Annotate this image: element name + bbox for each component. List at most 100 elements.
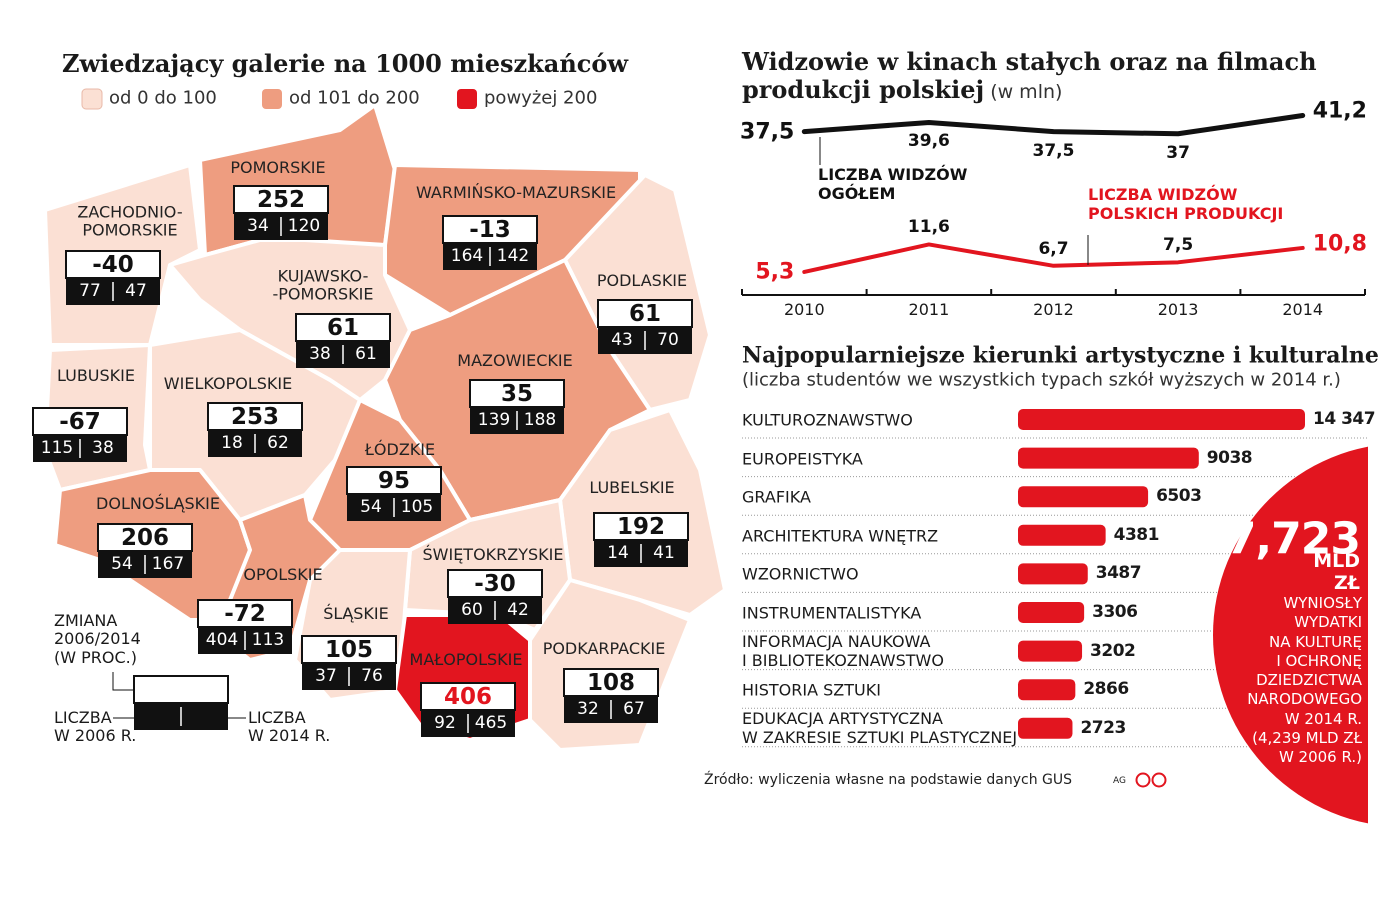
value-label: 10,8	[1312, 231, 1367, 257]
value-label: 9038	[1206, 447, 1253, 468]
box-top	[295, 313, 391, 342]
region-name: LUBUSKIE	[57, 365, 135, 385]
series-name: LICZBA WIDZÓW OGÓŁEM	[818, 165, 968, 203]
bar-chart-title: Najpopularniejsze kierunki artystyczne i…	[742, 342, 1379, 369]
region-count-2014: 41	[653, 543, 675, 564]
region-name: MAZOWIECKIE	[457, 350, 573, 370]
bar	[1018, 563, 1088, 585]
bar	[1018, 679, 1076, 701]
region-count-2014: 465	[474, 713, 508, 734]
category-label: GRAFIKA	[742, 487, 811, 507]
callout-circle	[1213, 446, 1368, 824]
value-label: 2723	[1080, 718, 1126, 739]
category-label: HISTORIA SZTUKI	[742, 680, 881, 700]
callout-unit: MLD ZŁ	[1313, 550, 1360, 594]
line-chart-subtitle: (w mln)	[990, 81, 1063, 103]
category-label: INFORMACJA NAUKOWA I BIBLIOTEKOZNAWSTWO	[742, 631, 944, 670]
region-count-2006: 14	[607, 543, 629, 564]
region-count-2006: 404	[205, 630, 239, 651]
value-label: 11,6	[907, 217, 950, 238]
region-name: KUJAWSKO- -POMORSKIE	[272, 266, 374, 304]
region-change: -30	[474, 570, 516, 597]
box-top	[442, 215, 538, 244]
region-change: 192	[616, 513, 666, 540]
category-label: ARCHITEKTURA WNĘTRZ	[742, 526, 939, 546]
series-name: LICZBA WIDZÓW POLSKICH PRODUKCJI	[1088, 185, 1284, 223]
box-top	[447, 569, 543, 598]
source: Źródło: wyliczenia własne na podstawie d…	[704, 771, 1073, 788]
region-count-2014: 188	[523, 410, 557, 431]
region-count-2014: 62	[267, 433, 289, 454]
logo	[1135, 772, 1151, 788]
logo	[1151, 772, 1167, 788]
region-count-2006: 115	[40, 438, 74, 459]
value-label: 6503	[1156, 486, 1202, 507]
region-count-2006: 32	[577, 699, 599, 720]
region-count-2006: 139	[477, 410, 511, 431]
value-label: 2866	[1083, 679, 1129, 700]
x-tick-label: 2014	[1282, 299, 1324, 319]
region-change: -72	[224, 600, 266, 627]
value-label: 3306	[1092, 602, 1138, 623]
x-tick-label: 2013	[1157, 299, 1199, 319]
region-name: PODLASKIE	[596, 270, 688, 290]
box-top	[133, 675, 229, 704]
legend-swatch	[81, 88, 103, 110]
author: AG	[1113, 775, 1126, 786]
value-label: 7,5	[1163, 235, 1194, 256]
region-count-2006: 37	[315, 666, 337, 687]
region-change: 95	[377, 467, 411, 494]
region-name: ZACHODNIO- POMORSKIE	[77, 202, 183, 240]
box-top	[197, 599, 293, 628]
region-count-2014: 120	[287, 216, 321, 237]
region-count-2006: 77	[79, 281, 101, 302]
x-tick-label: 2012	[1033, 299, 1074, 319]
region-change: 253	[230, 403, 280, 430]
map-title: Zwiedzający galerie na 1000 mieszkańców	[61, 49, 629, 79]
region-change: 406	[443, 683, 493, 710]
value-label: 37	[1166, 143, 1190, 164]
bar-chart-subtitle: (liczba studentów we wszystkich typach s…	[742, 369, 1341, 391]
region-change: 35	[500, 380, 534, 407]
region-count-2006: 18	[221, 433, 243, 454]
value-label: 3202	[1090, 640, 1136, 661]
legend-label: powyżej 200	[484, 87, 598, 109]
region-count-2006: 164	[450, 246, 484, 267]
region-count-2014: 42	[507, 600, 529, 621]
line-series	[801, 112, 1306, 137]
value-label: 4381	[1113, 525, 1160, 546]
box-top	[597, 299, 693, 328]
box-top	[65, 250, 161, 279]
region-count-2014: 70	[657, 330, 679, 351]
region-change: 105	[324, 636, 374, 663]
region-change: -40	[92, 251, 134, 278]
category-label: KULTUROZNAWSTWO	[742, 410, 913, 430]
x-tick-label: 2011	[908, 299, 950, 319]
bar	[1018, 524, 1106, 546]
legend-swatch	[262, 89, 282, 109]
bar	[1018, 640, 1083, 662]
region-change: 206	[120, 524, 170, 551]
box-top	[97, 523, 193, 552]
region-name: ŚWIĘTOKRZYSKIE	[422, 544, 564, 564]
line-series	[802, 242, 1305, 274]
region-change: 61	[326, 314, 360, 341]
region-name: OPOLSKIE	[243, 564, 323, 584]
key-change: ZMIANA 2006/2014 (W PROC.)	[54, 611, 141, 667]
value-label: 3487	[1095, 563, 1142, 584]
value-label: 37,5	[740, 118, 795, 144]
legend-label: od 101 do 200	[289, 87, 420, 109]
callout-value: 7,723	[1225, 513, 1361, 565]
region-change: 108	[586, 669, 636, 696]
category-label: INSTRUMENTALISTYKA	[742, 603, 922, 623]
value-label: 41,2	[1312, 98, 1367, 124]
legend-label: od 0 do 100	[109, 87, 217, 109]
region-count-2006: 34	[247, 216, 269, 237]
bar	[1018, 409, 1305, 430]
region-name: ŚLĄSKIE	[323, 603, 389, 623]
line-chart-heading: Widzowie w kinach stałych oraz na filmac…	[742, 48, 1317, 106]
region-count-2014: 113	[251, 630, 285, 651]
key-2014: LICZBA W 2014 R.	[248, 708, 331, 746]
